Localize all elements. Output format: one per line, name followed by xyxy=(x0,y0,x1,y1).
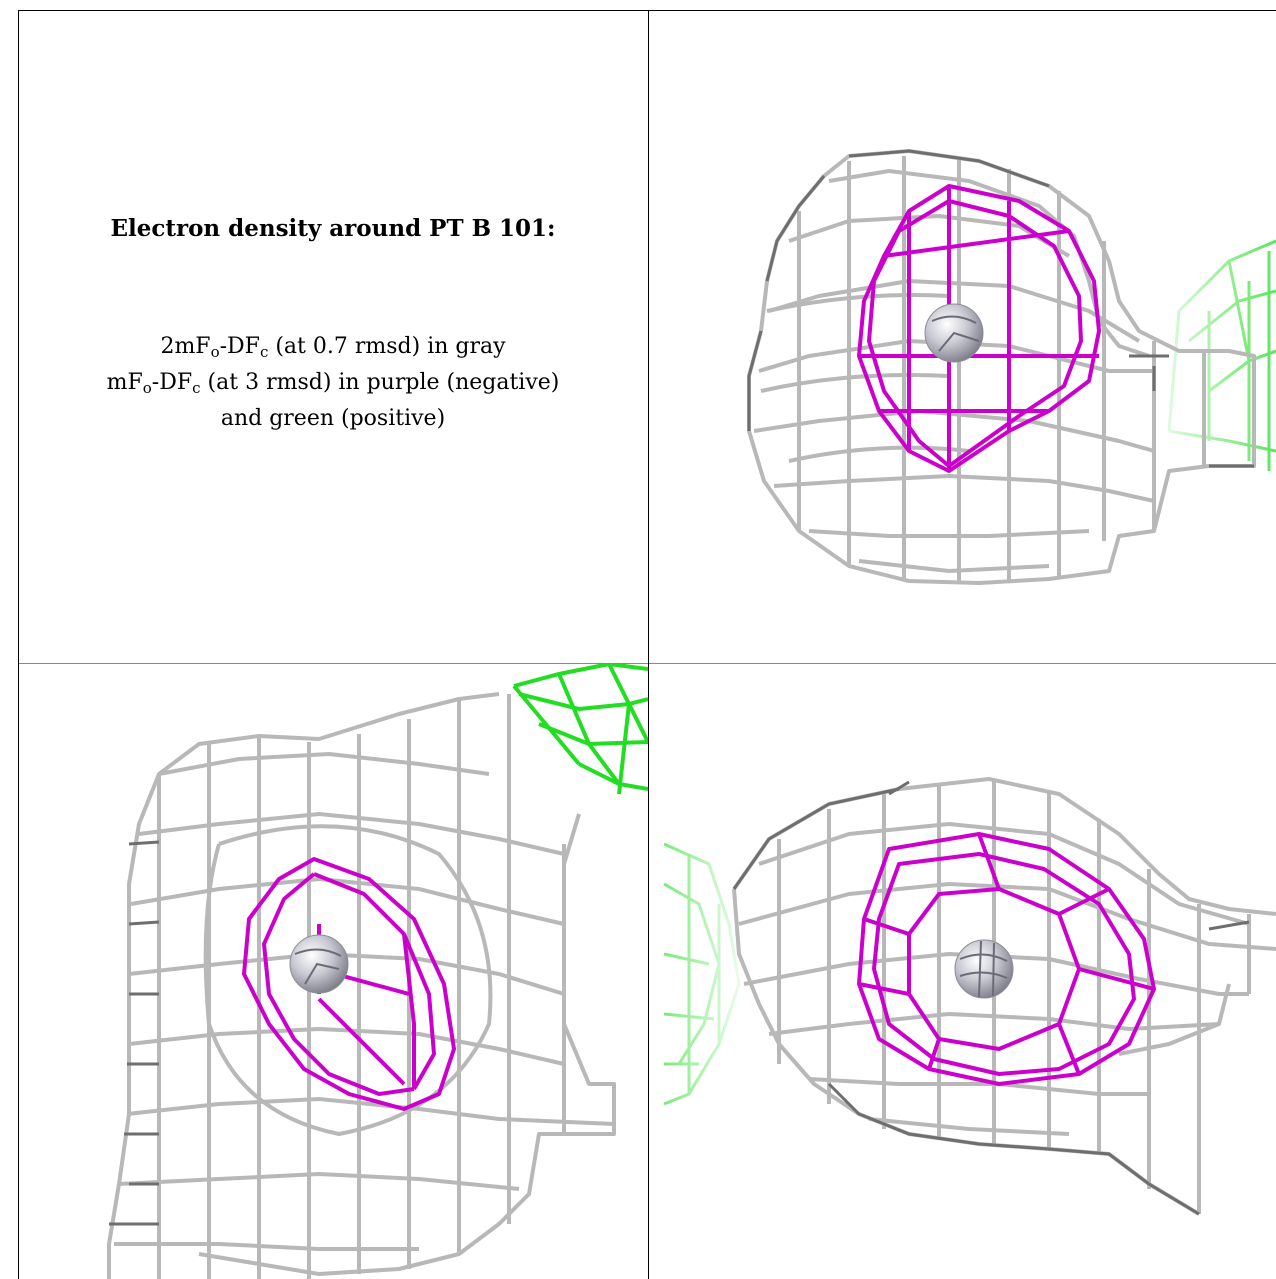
density-panel-bottom-left xyxy=(19,664,648,1279)
caption-title: Electron density around PT B 101: xyxy=(110,215,556,242)
caption-line1-sub-c: c xyxy=(259,343,269,361)
table-center-rule xyxy=(648,10,649,1279)
positive-density-mesh xyxy=(512,664,648,795)
gray-density-mesh-dark-edges xyxy=(109,840,160,1226)
caption-line1-main: 2mF xyxy=(160,334,211,359)
density-panel-bottom-right xyxy=(649,664,1276,1279)
positive-density-mesh xyxy=(1167,239,1276,471)
gray-density-mesh-dark-edges xyxy=(732,780,1250,1216)
negative-density-mesh xyxy=(857,832,1156,1086)
caption-line2-rest: (at 3 rmsd) in purple (negative) xyxy=(200,370,560,395)
caption-line-green: and green (positive) xyxy=(220,406,446,431)
caption-cell: Electron density around PT B 101: 2mFo-D… xyxy=(18,10,648,662)
caption-line2-sub-o: o xyxy=(142,379,152,397)
gray-density-mesh xyxy=(107,692,616,1279)
density-mesh-view-3 xyxy=(663,777,1276,1216)
caption-line2-sub-c: c xyxy=(192,379,201,397)
table-top-rule xyxy=(18,10,1276,11)
density-panel-top-right xyxy=(649,11,1276,662)
gray-density-mesh-dark-edges xyxy=(747,149,1254,468)
caption-line-gray: 2mFo-DFc (at 0.7 rmsd) in gray xyxy=(18,334,648,361)
density-mesh-view-2 xyxy=(107,664,648,1279)
caption-line1-mid: -DF xyxy=(219,334,260,359)
gray-density-mesh xyxy=(732,777,1276,1216)
pt-atom-sphere xyxy=(954,939,1014,999)
table-left-rule xyxy=(18,10,19,1279)
caption-line-purple: mFo-DFc (at 3 rmsd) in purple (negative) xyxy=(18,370,648,397)
caption-line2-main: mF xyxy=(106,370,143,395)
caption-line1-rest: (at 0.7 rmsd) in gray xyxy=(268,334,506,359)
negative-density-mesh xyxy=(242,857,456,1111)
caption-line1-sub-o: o xyxy=(210,343,220,361)
caption-line2-mid: -DF xyxy=(151,370,193,395)
density-mesh-view-1 xyxy=(747,149,1276,585)
positive-density-mesh xyxy=(663,842,741,1106)
table-middle-rule xyxy=(18,663,1276,664)
